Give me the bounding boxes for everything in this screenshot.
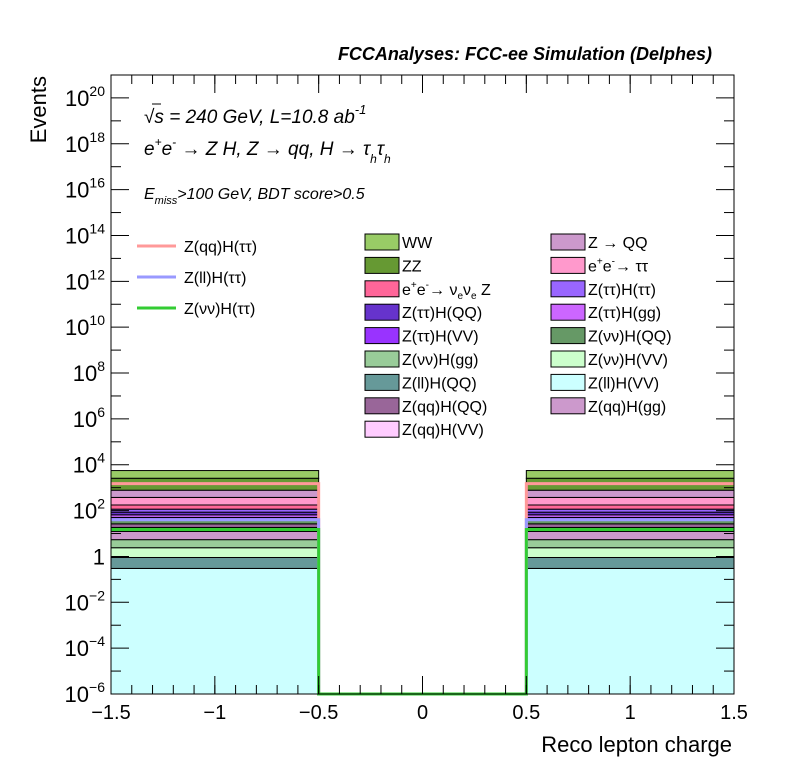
legend-swatch <box>364 233 400 251</box>
annotation-energy-lumi: √s = 240 GeV, L=10.8 ab-1 <box>144 102 366 128</box>
y-tick-label: 1010 <box>65 312 105 340</box>
stack-bar <box>110 470 320 479</box>
stack-bar <box>110 523 320 528</box>
legend-label: Z(qq)H(QQ) <box>402 399 487 416</box>
stacked-histogram <box>110 470 735 695</box>
stack-bar <box>110 567 320 695</box>
stack-bar <box>525 470 735 479</box>
legend-label: Z(νν)H(gg) <box>402 352 478 369</box>
legend-signal-label: Z(qq)H(ττ) <box>184 239 257 256</box>
stack-bar <box>525 504 735 510</box>
x-tick-label: 1 <box>625 702 636 724</box>
axes: −1.5 −1 −0.5 0 0.5 1 1.5 1020 1018 1016 1014 1012 10… <box>65 74 748 724</box>
x-tick-label: −1.5 <box>91 702 130 724</box>
legend-swatch <box>364 303 400 321</box>
annotations: √s = 240 GeV, L=10.8 ab-1 e+e- → Z H, Z →… <box>144 102 391 207</box>
legend-swatch <box>550 327 586 345</box>
legend-swatch <box>550 373 586 391</box>
legend-signal-label: Z(νν)H(ττ) <box>184 301 255 318</box>
legend-label: Z → QQ <box>588 235 648 252</box>
y-tick-label: 104 <box>73 450 105 478</box>
legend-swatch <box>364 373 400 391</box>
legend-swatch <box>364 350 400 368</box>
stack-bar <box>110 556 320 569</box>
legend-swatch <box>364 280 400 298</box>
annotation-selection: Emiss>100 GeV, BDT score>0.5 <box>144 186 365 207</box>
legend-label: ZZ <box>402 258 422 275</box>
stack-bar <box>525 496 735 506</box>
legend-label: e+e-→ νeνe Z <box>402 280 491 302</box>
stack-bar <box>525 567 735 695</box>
stack-bar <box>110 489 320 498</box>
stack-bar <box>525 523 735 528</box>
y-tick-label: 1020 <box>65 83 105 111</box>
y-tick-label: 102 <box>73 496 105 524</box>
legend-signal-label: Z(ll)H(ττ) <box>184 270 246 287</box>
stack-bar <box>110 504 320 510</box>
y-tick-label: 10−4 <box>65 633 106 661</box>
legend-swatch <box>364 256 400 274</box>
legend-label: Z(ττ)H(QQ) <box>402 305 482 322</box>
y-tick-label: 1012 <box>65 266 105 294</box>
legend-swatch <box>364 397 400 415</box>
annotation-process: e+e- → Z H, Z → qq, H → τhτh <box>144 135 391 166</box>
y-tick-label: 10−6 <box>65 679 106 707</box>
y-tick-label: 1016 <box>65 175 105 203</box>
x-tick-label: −1 <box>203 702 226 724</box>
legend-label: Z(qq)H(gg) <box>588 399 666 416</box>
legend-swatch <box>550 303 586 321</box>
x-tick-label: 0 <box>417 702 428 724</box>
x-axis-label: Reco lepton charge <box>541 732 732 757</box>
stack-bar <box>525 547 735 558</box>
legend-swatch <box>550 350 586 368</box>
y-tick-label: 1 <box>93 544 105 569</box>
legend-label: Z(ll)H(QQ) <box>402 375 477 392</box>
legend-label: Z(ττ)H(gg) <box>588 305 661 322</box>
legend-label: e+e-→ ττ <box>588 256 649 275</box>
legend-swatch <box>550 256 586 274</box>
stack-bar <box>110 530 320 541</box>
stack-bar <box>110 547 320 558</box>
legend-label: Z(ll)H(VV) <box>588 375 659 392</box>
stack-bar <box>525 489 735 498</box>
y-tick-label: 108 <box>73 358 105 386</box>
stack-bar <box>110 539 320 549</box>
stack-bar <box>110 496 320 506</box>
legend-label: WW <box>402 235 433 252</box>
legend-label: Z(ττ)H(ττ) <box>588 282 656 299</box>
legend-label: Z(ττ)H(VV) <box>402 329 479 346</box>
chart-title: FCCAnalyses: FCC-ee Simulation (Delphes) <box>338 44 712 64</box>
stack-bar <box>525 556 735 569</box>
y-tick-label: 106 <box>73 404 105 432</box>
legend-swatch <box>364 327 400 345</box>
x-tick-label: 0.5 <box>512 702 540 724</box>
legend-swatch <box>550 233 586 251</box>
y-tick-label: 1018 <box>65 129 105 157</box>
legend-label: Z(qq)H(VV) <box>402 422 484 439</box>
y-tick-label: 1014 <box>65 220 105 248</box>
legend: Z(qq)H(ττ) Z(ll)H(ττ) Z(νν)H(ττ) WW ZZ e+e-→ … <box>137 233 672 439</box>
stack-bar <box>525 530 735 541</box>
x-tick-label: 1.5 <box>720 702 748 724</box>
stack-bar <box>525 539 735 549</box>
legend-label: Z(νν)H(VV) <box>588 352 668 369</box>
legend-label: Z(νν)H(QQ) <box>588 329 672 346</box>
y-tick-label: 10−2 <box>65 587 106 615</box>
legend-swatch <box>364 420 400 438</box>
y-axis-label: Events <box>26 76 51 143</box>
legend-swatch <box>550 397 586 415</box>
x-tick-label: −0.5 <box>299 702 338 724</box>
legend-swatch <box>550 280 586 298</box>
